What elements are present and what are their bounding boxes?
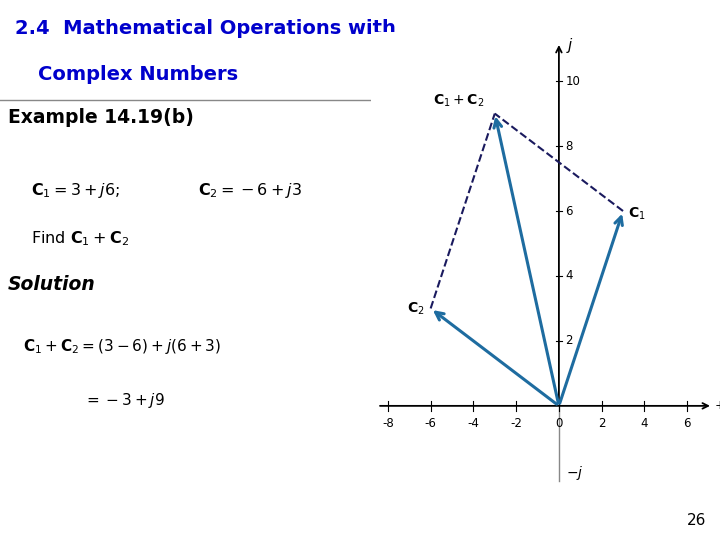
Text: Example 14.19(b): Example 14.19(b) xyxy=(8,108,194,127)
Text: 2: 2 xyxy=(598,417,606,430)
Text: $\mathbf{C}_1$: $\mathbf{C}_1$ xyxy=(629,206,646,222)
Text: $j$: $j$ xyxy=(567,36,575,55)
Text: 26: 26 xyxy=(687,513,706,528)
Text: +: + xyxy=(715,400,720,413)
Text: $-j$: $-j$ xyxy=(567,464,584,482)
Text: Solution: Solution xyxy=(8,275,95,294)
Text: -2: -2 xyxy=(510,417,522,430)
Text: 4: 4 xyxy=(565,269,573,282)
Text: $\mathbf{C}_1 + \mathbf{C}_2 = (3-6)+j(6+3)$: $\mathbf{C}_1 + \mathbf{C}_2 = (3-6)+j(6… xyxy=(23,338,221,356)
Text: -8: -8 xyxy=(382,417,394,430)
Text: 2: 2 xyxy=(565,334,573,347)
Text: 0: 0 xyxy=(555,417,562,430)
Text: Complex Numbers: Complex Numbers xyxy=(38,65,238,84)
Text: 6: 6 xyxy=(565,205,573,218)
Text: $\mathbf{C}_2$: $\mathbf{C}_2$ xyxy=(407,300,424,316)
Text: 8: 8 xyxy=(565,139,572,153)
Text: $\mathbf{C}_2 = -6+j3$: $\mathbf{C}_2 = -6+j3$ xyxy=(199,181,302,200)
Text: 2.4  Mathematical Operations with: 2.4 Mathematical Operations with xyxy=(15,19,396,38)
Text: $\mathbf{C}_1+\mathbf{C}_2$: $\mathbf{C}_1+\mathbf{C}_2$ xyxy=(433,92,484,109)
Text: $= -3 + j9$: $= -3 + j9$ xyxy=(84,392,165,410)
Text: $\mathbf{C}_1 = 3+j6;$: $\mathbf{C}_1 = 3+j6;$ xyxy=(30,181,120,200)
Text: 4: 4 xyxy=(641,417,648,430)
Text: 6: 6 xyxy=(683,417,691,430)
Text: -6: -6 xyxy=(425,417,436,430)
Text: 10: 10 xyxy=(565,75,580,87)
Text: Find $\mathbf{C}_1 + \mathbf{C}_2$: Find $\mathbf{C}_1 + \mathbf{C}_2$ xyxy=(30,230,129,248)
Text: -4: -4 xyxy=(467,417,480,430)
